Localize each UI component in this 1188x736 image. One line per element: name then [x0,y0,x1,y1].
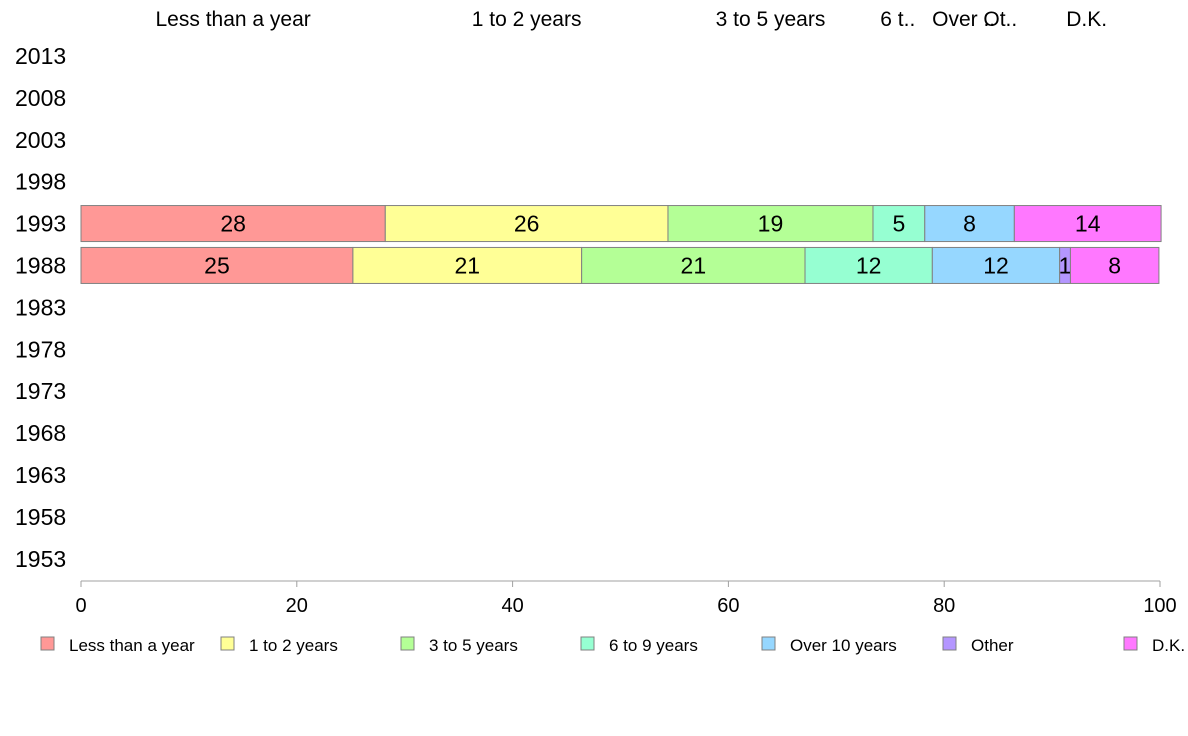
legend-label-over-10-years: Over 10 years [790,636,897,655]
bar-label-1988-1-to-2-years: 21 [454,252,480,278]
y-label-2003: 2003 [15,127,66,153]
bar-label-1993-less-than-a-year: 28 [220,211,246,237]
y-label-1988: 1988 [15,252,66,278]
y-label-1958: 1958 [15,504,66,530]
legend-swatch-less-than-a-year [40,636,55,651]
legend-label-6-to-9-years: 6 to 9 years [609,636,698,655]
top-label-1: 1 to 2 years [472,8,582,31]
bar-label-1988-6-to-9-years: 12 [856,252,882,278]
bar-1988-d-k [1069,246,1160,284]
bar-1988-less-than-a-year [80,246,354,284]
bar-label-1988-less-than-a-year: 25 [204,252,230,278]
bar-label-1988-3-to-5-years: 21 [681,252,707,278]
bar-1988-over-10-years [931,246,1061,284]
legend-swatch-d-k [1123,636,1138,651]
bar-1988-6-to-9-years [804,246,933,284]
y-label-1983: 1983 [15,294,66,320]
bar-label-1988-other: 1 [1059,252,1072,278]
legend-label-other: Other [971,636,1014,655]
x-axis: 0 20 40 60 80 100 [75,580,1177,617]
top-label-4: Over .. [932,8,995,31]
top-label-2: 3 to 5 years [716,8,826,31]
x-tick-label-60: 60 [717,595,739,617]
top-label-5: Ot.. [983,8,1017,31]
y-label-1998: 1998 [15,169,66,195]
bar-label-1993-over-10-years: 8 [963,211,976,237]
bar-label-1993-3-to-5-years: 19 [758,211,784,237]
bar-label-1993-d-k: 14 [1075,211,1101,237]
y-label-1993: 1993 [15,211,66,237]
top-label-3: 6 t.. [880,8,915,31]
legend-swatch-other [942,636,957,651]
legend: Less than a year 1 to 2 years 3 to 5 years… [40,636,1185,655]
y-label-2008: 2008 [15,85,66,111]
top-category-labels: Less than a year 1 to 2 years 3 to 5 years… [156,8,1108,31]
bar-1993-1-to-2-years [384,205,669,243]
top-label-6: D.K. [1066,8,1107,31]
y-label-1978: 1978 [15,336,66,362]
legend-label-less-than-a-year: Less than a year [69,636,195,655]
bar-label-1988-d-k: 8 [1108,252,1121,278]
y-label-1963: 1963 [15,462,66,488]
bars: 28 26 19 5 8 14 25 21 21 12 12 1 8 [80,205,1162,284]
y-axis-labels: 2013 2008 2003 1998 1993 1988 1983 1978 1973 1968… [15,43,66,572]
y-label-1953: 1953 [15,546,66,572]
y-label-2013: 2013 [15,43,66,69]
bar-label-1993-6-to-9-years: 5 [892,211,905,237]
legend-swatch-over-10-years [761,636,776,651]
top-label-0: Less than a year [156,8,311,31]
bar-1993-over-10-years [924,205,1015,243]
bar-1988-1-to-2-years [352,246,583,284]
x-tick-label-20: 20 [286,595,308,617]
bar-1988-3-to-5-years [581,246,806,284]
x-tick-label-0: 0 [75,595,86,617]
y-label-1973: 1973 [15,378,66,404]
legend-label-1-to-2-years: 1 to 2 years [249,636,338,655]
legend-label-3-to-5-years: 3 to 5 years [429,636,518,655]
x-tick-label-100: 100 [1143,595,1176,617]
legend-swatch-3-to-5-years [400,636,415,651]
bar-1993-d-k [1013,205,1162,243]
legend-swatch-6-to-9-years [580,636,595,651]
bar-label-1993-1-to-2-years: 26 [514,211,540,237]
legend-label-d-k: D.K. [1152,636,1185,655]
y-label-1968: 1968 [15,420,66,446]
bar-label-1988-over-10-years: 12 [983,252,1009,278]
x-tick-label-80: 80 [933,595,955,617]
x-tick-label-40: 40 [501,595,523,617]
legend-swatch-1-to-2-years [220,636,235,651]
